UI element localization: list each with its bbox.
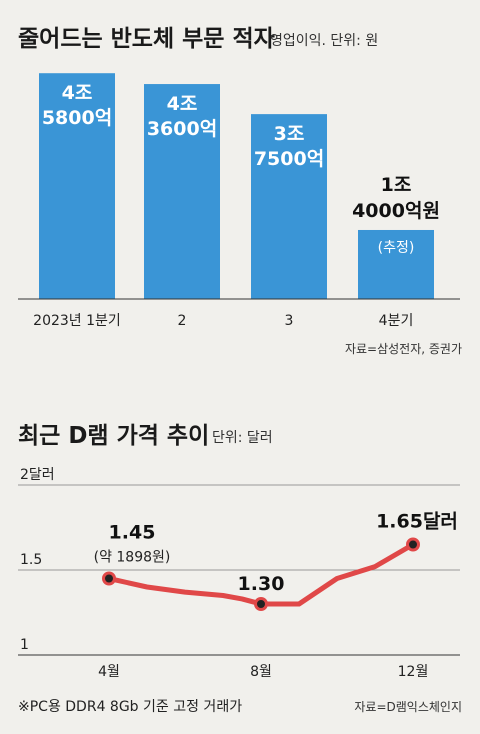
line-x-ticks: 4월 8월 12월 <box>98 664 428 680</box>
line-chart-footnote: ※PC용 DDR4 8Gb 기준 고정 거래가 <box>18 699 242 715</box>
line-y-tick: 2달러 <box>20 467 55 483</box>
bar-value-label: 3조 <box>274 123 305 145</box>
bar-value-label: 4조 <box>167 93 198 115</box>
line-point-marker <box>254 597 268 611</box>
bar-value-label: 4조 <box>62 82 93 104</box>
line-label-end: 1.65달러 <box>376 511 458 533</box>
bar-1 <box>39 73 115 300</box>
line-point-marker <box>406 537 420 552</box>
line-grid: 2달러 1.5 1 <box>18 467 460 656</box>
bar-category-labels: 2023년 1분기 2 3 4분기 <box>33 313 413 329</box>
bar-chart-source: 자료=삼성전자, 증권가 <box>345 342 462 356</box>
bar-category-label: 2023년 1분기 <box>33 313 121 329</box>
bar-value-label: 5800억 <box>42 107 112 129</box>
bar-4 <box>358 229 434 299</box>
bar-chart-subtitle: 영업이익. 단위: 원 <box>270 33 378 49</box>
line-y-tick: 1.5 <box>20 552 42 568</box>
line-label-start: 1.45 <box>109 522 156 544</box>
line-label-low: 1.30 <box>238 573 285 595</box>
bar-value-label: 7500억 <box>254 148 324 170</box>
bar-value-label: 3600억 <box>147 118 217 140</box>
line-x-tick: 12월 <box>398 664 429 680</box>
line-chart-source: 자료=D램익스체인지 <box>354 700 462 714</box>
bar-value-label: 1조 <box>381 174 412 196</box>
line-chart-subtitle: 단위: 달러 <box>212 430 273 446</box>
bar-group: 4조 5800억 4조 3600억 3조 7500억 1조 4000억원 (추정) <box>39 73 440 300</box>
line-label-start-sub: (약 1898원) <box>94 550 171 566</box>
bar-category-label: 3 <box>285 313 294 329</box>
line-x-tick: 8월 <box>250 664 272 680</box>
bar-value-label: 4000억원 <box>352 200 440 222</box>
line-series: 1.45 (약 1898원) 1.30 1.65달러 <box>94 511 458 611</box>
bar-category-label: 4분기 <box>379 313 414 329</box>
bar-3 <box>251 114 327 299</box>
line-chart-title: 최근 D램 가격 추이 <box>18 423 209 449</box>
bar-chart-title: 줄어드는 반도체 부문 적자 <box>18 26 275 52</box>
line-point-marker <box>102 571 116 586</box>
line-x-tick: 4월 <box>98 664 120 680</box>
bar-annotation-estimate: (추정) <box>378 240 415 256</box>
bar-2 <box>144 84 220 299</box>
bar-category-label: 2 <box>178 313 187 329</box>
line-series-path <box>106 542 416 607</box>
line-y-tick: 1 <box>20 637 29 653</box>
